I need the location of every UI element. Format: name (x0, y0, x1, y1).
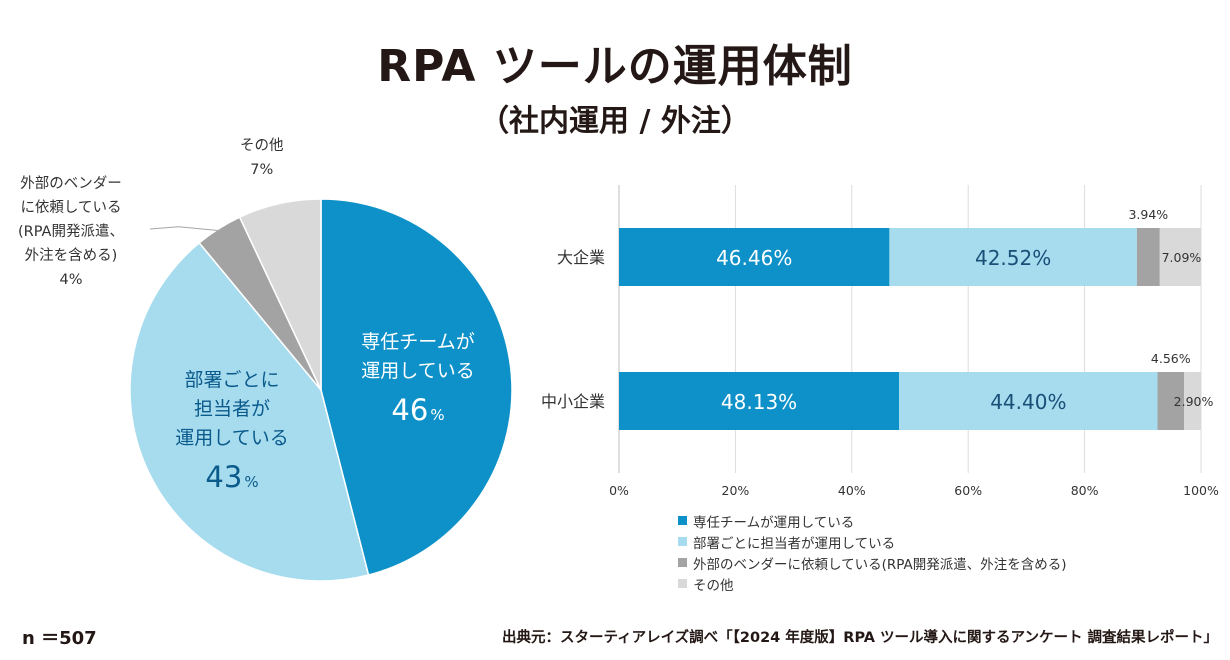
sample-size: n ＝507 (22, 628, 97, 649)
pie-label-line: に依頼している (20, 200, 122, 216)
bar-data-label: 2.90% (1174, 394, 1214, 409)
pie-leader-line (149, 226, 221, 232)
bar-segment (1136, 228, 1160, 286)
pie-slice-label: 部署ごとに (184, 369, 279, 391)
x-tick-label: 80% (1071, 483, 1099, 498)
bar-segment (619, 372, 900, 430)
pie-value-number: 46 (391, 393, 428, 427)
legend-label: 外部のベンダーに依頼している(RPA開発派遣、外注を含める) (693, 556, 1067, 573)
pie-label-other: その他 7% (240, 134, 284, 182)
x-tick-label: 20% (722, 483, 750, 498)
legend-item: 外部のベンダーに依頼している(RPA開発派遣、外注を含める) (678, 552, 1067, 573)
pie-label-line: 外注を含める) (24, 248, 118, 264)
bar-segment (1184, 372, 1201, 430)
pie-label-line: その他 (240, 138, 284, 154)
legend-swatch (678, 537, 687, 546)
legend-label: その他 (693, 577, 734, 594)
legend-item: その他 (678, 573, 1067, 594)
bar-data-label: 3.94% (1128, 207, 1168, 222)
legend-swatch (678, 516, 687, 525)
legend-label: 専任チームが運用している (693, 514, 855, 531)
pie-label-line: (RPA開発派遣、 (18, 224, 124, 240)
bar-data-label: 42.52% (975, 246, 1051, 270)
bar-segment (619, 228, 890, 286)
pie-label-pct: 7% (250, 162, 274, 178)
pie-slice (320, 198, 513, 576)
chart-subtitle: （社内運用 / 外注） (479, 104, 751, 139)
source-note: 出典元：スターティアレイズ調べ「【2024 年度版】RPA ツール導入に関するア… (501, 630, 1218, 646)
legend-label: 部署ごとに担当者が運用している (693, 535, 896, 552)
category-label: 大企業 (557, 248, 605, 267)
pie-value-number: 43 (205, 460, 242, 494)
x-tick-label: 100% (1183, 483, 1219, 498)
bar-segment (889, 228, 1137, 286)
pie-value-unit: % (430, 406, 444, 424)
pie-slice (129, 241, 370, 582)
category-label: 中小企業 (541, 392, 605, 411)
pie-slice-label: 運用している (175, 427, 288, 449)
legend-swatch (678, 558, 687, 567)
x-tick-label: 60% (954, 483, 982, 498)
legend-swatch (678, 579, 687, 588)
pie-slice-label: 担当者が (194, 398, 270, 420)
legend-item: 部署ごとに担当者が運用している (678, 531, 1067, 552)
chart-title: RPA ツールの運用体制 (377, 41, 853, 92)
bar-data-label: 46.46% (716, 246, 792, 270)
pie-value-unit: % (244, 473, 258, 491)
bar-data-label: 44.40% (990, 390, 1066, 414)
x-tick-label: 0% (609, 483, 629, 498)
pie-label-pct: 4% (59, 272, 83, 288)
bar-data-label: 48.13% (721, 390, 797, 414)
bar-data-label: 7.09% (1162, 250, 1202, 265)
pie-slice-value: 46% (391, 393, 444, 427)
pie-label-line: 外部のベンダー (20, 176, 122, 192)
pie-label-vendor: 外部のベンダー に依頼している (RPA開発派遣、 外注を含める) 4% (18, 172, 124, 292)
bar-data-label: 4.56% (1151, 351, 1191, 366)
pie-slice-label: 専任チームが (361, 331, 474, 353)
chart-legend: 専任チームが運用している 部署ごとに担当者が運用している 外部のベンダーに依頼し… (678, 510, 1067, 594)
pie-slice-value: 43% (205, 460, 258, 494)
legend-item: 専任チームが運用している (678, 510, 1067, 531)
x-tick-label: 40% (838, 483, 866, 498)
bar-segment (1157, 372, 1185, 430)
pie-slice-label: 運用している (361, 360, 474, 382)
pie-slice (238, 198, 322, 391)
bar-segment (899, 372, 1158, 430)
bar-segment (1159, 228, 1202, 286)
